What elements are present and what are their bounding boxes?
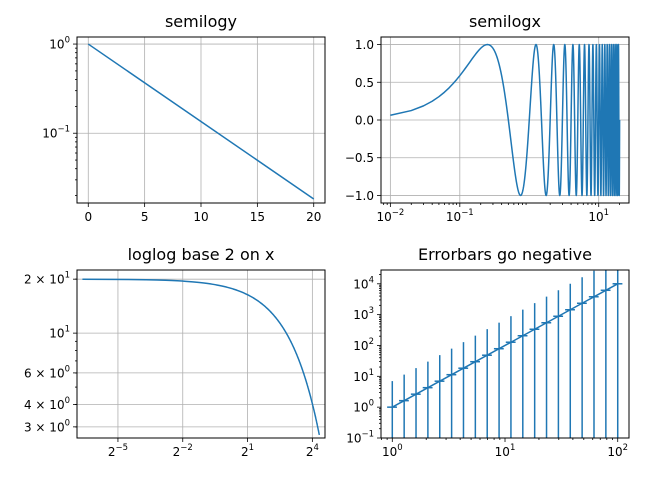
x-tick-label: 10−1 <box>446 208 474 224</box>
x-tick-label-exponent: 2 <box>623 443 628 453</box>
x-tick-label-base: 2 <box>173 445 181 459</box>
plot-area <box>390 43 621 197</box>
x-tick-label-exponent: 1 <box>249 443 254 453</box>
x-tick-label-exponent: −2 <box>392 208 405 218</box>
x-tick-label-exponent: −1 <box>461 208 474 218</box>
x-tick-label: 21 <box>241 443 254 459</box>
y-tick-label-exponent: 1 <box>369 368 374 378</box>
x-tick-label-exponent: −2 <box>180 443 193 453</box>
series-line <box>390 43 621 197</box>
y-tick-label: 104 <box>353 275 374 291</box>
y-tick-label-base: 10 <box>353 339 368 353</box>
x-tick-label-exponent: −5 <box>115 443 128 453</box>
x-tick-label: 2−2 <box>173 443 193 459</box>
y-tick-label: 103 <box>353 306 374 322</box>
plot-area <box>82 278 321 436</box>
y-tick-label-exponent: 2 <box>369 337 374 347</box>
x-tick-label-exponent: 4 <box>313 443 318 453</box>
x-tick-label: 24 <box>306 443 319 459</box>
y-tick-label-base: 10 <box>49 38 64 52</box>
y-tick-label-exponent: 0 <box>65 364 70 374</box>
series-line <box>82 278 321 436</box>
y-tick-label-exponent: 1 <box>65 271 70 281</box>
x-tick-label: 0 <box>84 210 92 224</box>
x-tick-label-base: 10 <box>382 445 397 459</box>
chart-title: loglog base 2 on x <box>128 245 275 264</box>
x-tick-label-base: 2 <box>306 445 314 459</box>
y-tick-label-exponent: 0 <box>65 418 70 428</box>
y-tick-label-exponent: 0 <box>65 396 70 406</box>
y-tick-label: 100 <box>49 36 70 52</box>
y-tick-label: 6 × 100 <box>24 364 70 380</box>
y-tick-label-base: 10 <box>49 327 64 341</box>
chart-title: semilogy <box>165 12 237 31</box>
y-tick-label-base: 10 <box>353 370 368 384</box>
x-tick-label-base: 2 <box>108 445 116 459</box>
axes-frame <box>76 269 326 439</box>
x-tick-label: 102 <box>607 443 628 459</box>
y-tick-label-exponent: 4 <box>369 275 374 285</box>
x-tick-label: 101 <box>495 443 516 459</box>
y-tick-label: 0.0 <box>355 114 374 128</box>
y-tick-label-base: 3 × 10 <box>24 420 65 434</box>
chart-title: Errorbars go negative <box>418 245 592 264</box>
x-tick-label-exponent: 0 <box>397 443 402 453</box>
x-tick-label: 15 <box>250 210 265 224</box>
y-tick-label-base: 4 × 10 <box>24 398 65 412</box>
y-tick-label: 3 × 100 <box>24 418 70 434</box>
x-tick-label-base: 10 <box>376 210 391 224</box>
chart-title: semilogx <box>469 12 541 31</box>
y-tick-label: 1.0 <box>355 38 374 52</box>
x-tick-label-base: 10 <box>446 210 461 224</box>
y-tick-label-base: 10 <box>42 127 57 141</box>
y-tick-label: 4 × 100 <box>24 396 70 412</box>
x-tick-label: 100 <box>382 443 403 459</box>
x-tick-label: 20 <box>306 210 321 224</box>
y-tick-label-exponent: −1 <box>57 125 70 135</box>
x-tick-label: 101 <box>588 208 609 224</box>
y-tick-label: 100 <box>353 399 374 415</box>
x-tick-label: 2−5 <box>108 443 128 459</box>
x-tick-label-base: 10 <box>495 445 510 459</box>
y-tick-label: 2 × 101 <box>24 271 70 287</box>
axes-frame <box>380 269 630 439</box>
x-tick-label: 5 <box>141 210 149 224</box>
x-tick-label-exponent: 1 <box>510 443 515 453</box>
y-tick-label-exponent: 3 <box>369 306 374 316</box>
y-tick-label: 10−1 <box>346 430 374 446</box>
y-tick-label-base: 10 <box>353 277 368 291</box>
y-tick-label: −1.0 <box>345 189 374 203</box>
y-tick-label-exponent: −1 <box>361 430 374 440</box>
y-tick-label-base: 10 <box>346 432 361 446</box>
x-tick-label-base: 10 <box>588 210 603 224</box>
x-tick-label-exponent: 1 <box>604 208 609 218</box>
series-line <box>391 283 619 408</box>
y-tick-label: 101 <box>49 325 70 341</box>
y-tick-label-base: 10 <box>353 401 368 415</box>
y-tick-label-exponent: 0 <box>369 399 374 409</box>
y-tick-label: 101 <box>353 368 374 384</box>
x-tick-label: 10 <box>193 210 208 224</box>
y-tick-label-base: 2 × 10 <box>24 273 65 287</box>
plot-area <box>387 270 623 438</box>
x-tick-label-base: 2 <box>241 445 249 459</box>
x-tick-label-base: 10 <box>607 445 622 459</box>
y-tick-label: 102 <box>353 337 374 353</box>
y-tick-label: −0.5 <box>345 151 374 165</box>
y-tick-label: 0.5 <box>355 76 374 90</box>
y-tick-label-base: 6 × 10 <box>24 366 65 380</box>
y-tick-label-base: 10 <box>353 308 368 322</box>
y-tick-label: 10−1 <box>42 125 70 141</box>
y-tick-label-exponent: 1 <box>65 325 70 335</box>
series-line <box>87 43 315 200</box>
y-tick-label-exponent: 0 <box>65 36 70 46</box>
plot-area <box>87 43 315 200</box>
x-tick-label: 10−2 <box>376 208 404 224</box>
